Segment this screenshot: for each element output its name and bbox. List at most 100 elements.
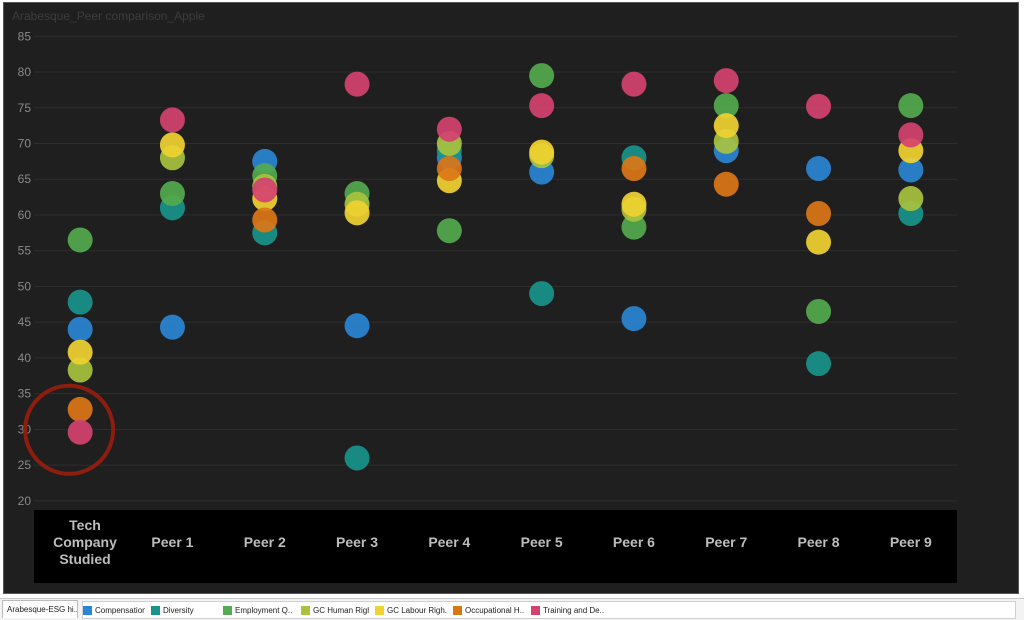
legend-item[interactable]: Employment Q.. — [223, 605, 295, 615]
data-point[interactable] — [529, 281, 555, 307]
sheet-title: Arabesque_Peer comparison_Apple — [12, 9, 205, 23]
x-tick-label: Peer 7 — [705, 534, 747, 550]
data-point[interactable] — [67, 227, 93, 253]
legend-item[interactable]: Compensation — [83, 605, 145, 615]
y-tick-label: 55 — [18, 244, 32, 258]
y-tick-label: 60 — [18, 208, 32, 222]
legend-label: Training and De.. — [543, 605, 605, 615]
data-point[interactable] — [67, 339, 93, 365]
legend-swatch — [151, 605, 160, 615]
legend-item[interactable]: Occupational H.. — [453, 605, 525, 615]
x-tick-label: Peer 3 — [336, 534, 378, 550]
x-tick-label: Peer 2 — [244, 534, 286, 550]
legend-label: Occupational H.. — [465, 605, 525, 615]
data-point[interactable] — [621, 306, 647, 332]
data-point[interactable] — [436, 218, 462, 244]
y-tick-label: 50 — [18, 279, 32, 293]
data-point[interactable] — [159, 181, 185, 207]
data-point[interactable] — [806, 156, 832, 182]
highlight-circle — [23, 383, 116, 476]
y-tick-label: 65 — [18, 172, 32, 186]
highlight-layer — [23, 383, 116, 476]
data-point[interactable] — [621, 191, 647, 217]
legend-swatch — [223, 605, 232, 615]
legend-label: GC Human Righ.. — [313, 605, 369, 615]
y-tick-label: 75 — [18, 101, 32, 115]
x-tick-label: Peer 6 — [613, 534, 655, 550]
legend-item[interactable]: Training and De.. — [531, 605, 611, 615]
data-point[interactable] — [713, 93, 739, 119]
legend-label: Compensation — [95, 605, 145, 615]
data-point[interactable] — [806, 351, 832, 377]
x-tick-label: Peer 4 — [428, 534, 470, 550]
data-point[interactable] — [159, 132, 185, 158]
data-point[interactable] — [713, 113, 739, 139]
data-point[interactable] — [621, 71, 647, 97]
data-point[interactable] — [806, 93, 832, 119]
data-point[interactable] — [436, 156, 462, 182]
data-point[interactable] — [621, 214, 647, 240]
data-point[interactable] — [621, 156, 647, 182]
y-tick-label: 45 — [18, 315, 32, 329]
data-point[interactable] — [159, 314, 185, 340]
legend-label: GC Labour Righ.. — [387, 605, 447, 615]
dashboard-frame: Arabesque_Peer comparison_Apple — [3, 2, 1019, 594]
x-tick-label: Peer 8 — [798, 534, 840, 550]
data-point[interactable] — [67, 396, 93, 422]
legend-item[interactable]: GC Human Righ.. — [301, 605, 369, 615]
data-point[interactable] — [898, 186, 924, 212]
y-tick-label: 85 — [18, 29, 32, 43]
data-point[interactable] — [713, 171, 739, 197]
data-point[interactable] — [344, 445, 370, 471]
y-tick-label: 25 — [18, 458, 32, 472]
data-point[interactable] — [252, 207, 278, 233]
x-tick-label: Studied — [59, 551, 110, 567]
data-points — [67, 63, 924, 471]
data-point[interactable] — [67, 419, 93, 445]
sheet-tab[interactable]: Arabesque-ESG hi.. — [2, 600, 78, 618]
data-point[interactable] — [67, 289, 93, 315]
y-tick-label: 20 — [18, 494, 32, 508]
y-tick-label: 80 — [18, 65, 32, 79]
data-point[interactable] — [67, 316, 93, 342]
data-point[interactable] — [529, 93, 555, 119]
data-point[interactable] — [898, 157, 924, 183]
data-point[interactable] — [529, 63, 555, 89]
data-point[interactable] — [806, 298, 832, 324]
x-tick-label: Peer 1 — [151, 534, 193, 550]
legend-swatch — [531, 605, 540, 615]
data-point[interactable] — [252, 177, 278, 203]
data-point[interactable] — [898, 122, 924, 148]
data-point[interactable] — [344, 71, 370, 97]
data-point[interactable] — [806, 201, 832, 227]
data-point[interactable] — [713, 68, 739, 94]
x-tick-label: Company — [53, 534, 117, 550]
legend-swatch — [301, 605, 310, 615]
data-point[interactable] — [344, 200, 370, 226]
data-point[interactable] — [344, 313, 370, 339]
legend-swatch — [453, 605, 462, 615]
x-tick-label: Tech — [69, 517, 101, 533]
y-tick-label: 70 — [18, 137, 32, 151]
legend-swatch — [83, 605, 92, 615]
data-point[interactable] — [67, 357, 93, 383]
data-point[interactable] — [898, 93, 924, 119]
data-point[interactable] — [159, 107, 185, 133]
y-tick-label: 40 — [18, 351, 32, 365]
legend-swatch — [375, 605, 384, 615]
bottom-bar: Arabesque-ESG hi.. Compensation Diversity… — [0, 598, 1024, 620]
data-point[interactable] — [436, 116, 462, 142]
data-point[interactable] — [806, 229, 832, 255]
grid-layer — [34, 35, 957, 502]
x-tick-label: Peer 5 — [521, 534, 563, 550]
x-tick-label: Peer 9 — [890, 534, 932, 550]
data-point[interactable] — [529, 139, 555, 165]
legend-label: Diversity — [163, 605, 194, 615]
category-axis-band — [34, 510, 957, 583]
legend: Compensation Diversity Employment Q.. GC Hu… — [82, 601, 1016, 619]
legend-item[interactable]: Diversity — [151, 605, 217, 615]
legend-item[interactable]: GC Labour Righ.. — [375, 605, 447, 615]
